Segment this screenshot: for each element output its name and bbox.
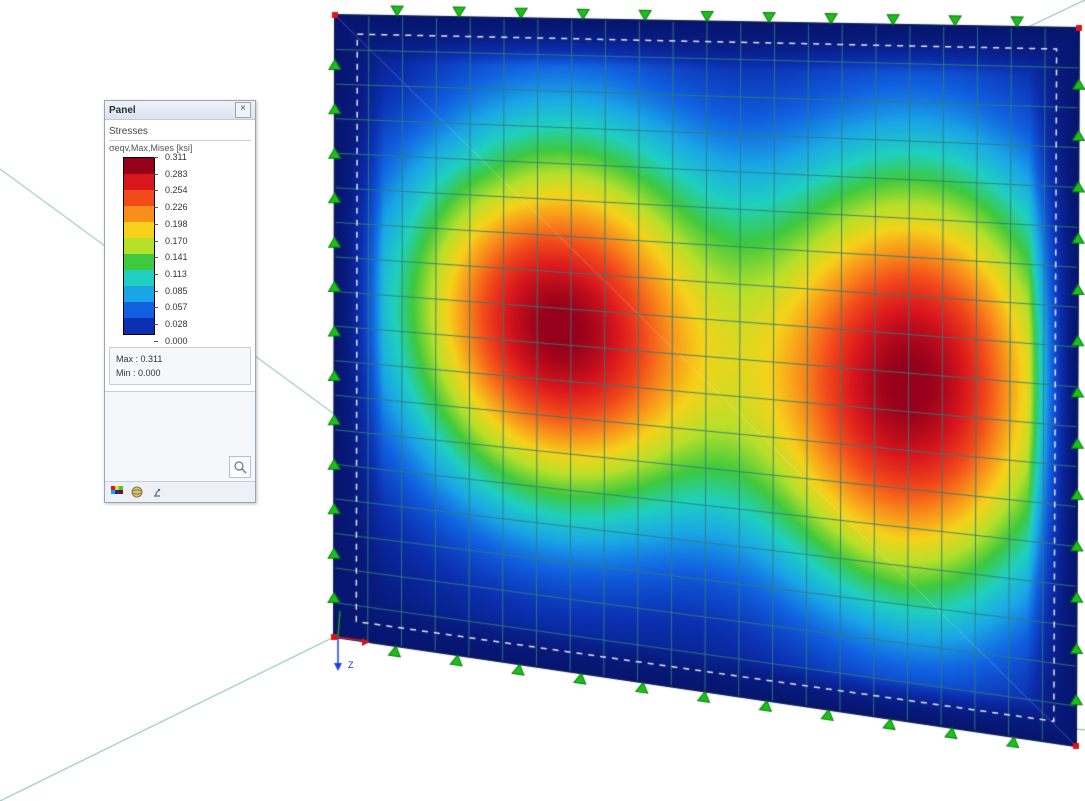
globe-icon[interactable] <box>129 484 145 500</box>
min-label: Min : 0.000 <box>116 366 244 380</box>
max-label: Max : 0.311 <box>116 352 244 366</box>
legend-ticks: 0.311 0.283 0.254 0.226 0.198 0.170 0.14… <box>159 153 188 337</box>
palette-icon[interactable] <box>109 484 125 500</box>
panel-footer <box>105 391 255 502</box>
close-icon[interactable]: × <box>235 102 251 118</box>
panel-title: Panel <box>109 105 136 116</box>
panel-body: Stresses σeqv,Max,Mises [ksi] 0.311 0.28… <box>105 120 255 391</box>
legend-colorbar <box>123 157 155 335</box>
panel-titlebar[interactable]: Panel × <box>105 101 255 120</box>
results-panel[interactable]: Panel × Stresses σeqv,Max,Mises [ksi] 0.… <box>104 100 256 503</box>
axis-z-label: Z <box>348 660 354 670</box>
panel-tabstrip[interactable] <box>105 481 255 502</box>
panel-section-header: Stresses <box>109 124 251 141</box>
microscope-icon[interactable] <box>149 484 165 500</box>
color-legend: 0.311 0.283 0.254 0.226 0.198 0.170 0.14… <box>123 157 251 337</box>
magnifier-icon[interactable] <box>229 456 251 478</box>
maxmin-box: Max : 0.311 Min : 0.000 <box>109 347 251 385</box>
